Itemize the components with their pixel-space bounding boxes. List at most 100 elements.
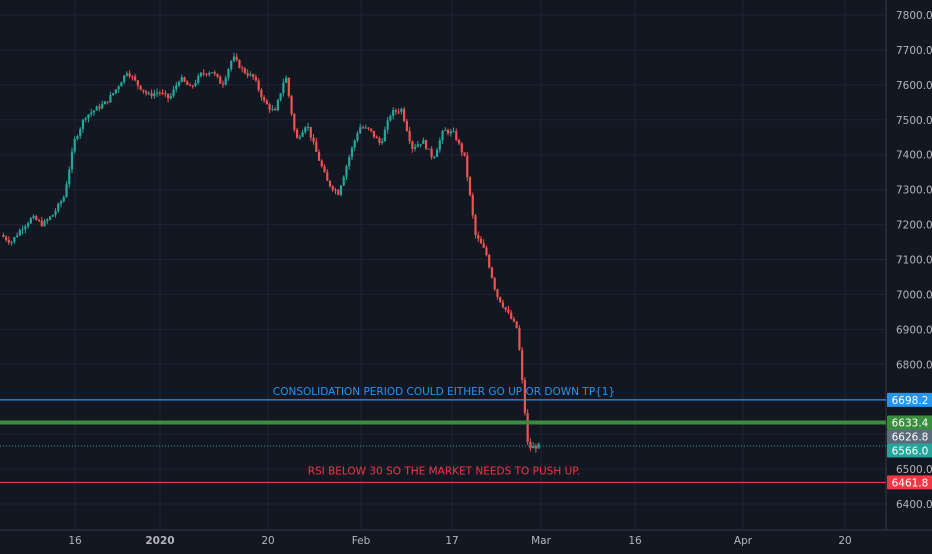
candle[interactable] <box>26 221 30 229</box>
candle[interactable] <box>356 130 359 143</box>
candle[interactable] <box>315 137 318 153</box>
candle[interactable] <box>323 163 326 173</box>
candle[interactable] <box>166 93 170 103</box>
candle[interactable] <box>177 80 181 88</box>
candle[interactable] <box>392 107 395 120</box>
candle[interactable] <box>136 79 139 90</box>
candle[interactable] <box>112 92 115 97</box>
candle[interactable] <box>254 74 258 82</box>
candle[interactable] <box>444 127 447 132</box>
candle[interactable] <box>446 128 450 136</box>
candle[interactable] <box>274 107 277 111</box>
candle[interactable] <box>331 185 334 192</box>
candle[interactable] <box>334 187 337 195</box>
candle[interactable] <box>284 75 288 83</box>
candle[interactable] <box>348 154 351 170</box>
candle[interactable] <box>279 93 282 102</box>
candle[interactable] <box>199 72 203 78</box>
candle[interactable] <box>342 175 345 187</box>
candle[interactable] <box>210 72 214 74</box>
candle[interactable] <box>512 316 516 323</box>
candle[interactable] <box>98 103 101 112</box>
candle[interactable] <box>76 134 79 141</box>
candle[interactable] <box>386 116 389 134</box>
candle[interactable] <box>532 441 535 449</box>
candle[interactable] <box>271 105 274 112</box>
candle[interactable] <box>70 147 74 174</box>
candle[interactable] <box>73 136 76 154</box>
candle[interactable] <box>526 409 529 446</box>
candle[interactable] <box>59 199 63 208</box>
candle[interactable] <box>383 126 387 142</box>
candles[interactable] <box>2 52 540 453</box>
candle[interactable] <box>35 214 38 221</box>
candle[interactable] <box>424 139 428 151</box>
candle[interactable] <box>7 236 10 246</box>
candle[interactable] <box>298 134 301 141</box>
candle[interactable] <box>477 231 480 242</box>
candle[interactable] <box>125 71 128 78</box>
candle[interactable] <box>295 127 299 139</box>
candle[interactable] <box>87 113 90 123</box>
candle[interactable] <box>5 235 8 243</box>
candle[interactable] <box>375 135 378 139</box>
candle[interactable] <box>466 151 469 182</box>
candle[interactable] <box>186 80 189 86</box>
candle[interactable] <box>301 129 304 138</box>
candle[interactable] <box>257 78 260 93</box>
candle[interactable] <box>430 146 433 160</box>
candle[interactable] <box>21 225 24 235</box>
candle[interactable] <box>515 321 518 329</box>
candle[interactable] <box>433 155 436 159</box>
candle[interactable] <box>457 138 461 146</box>
candle[interactable] <box>62 195 65 203</box>
candle[interactable] <box>13 236 16 244</box>
candle[interactable] <box>68 166 71 188</box>
candle[interactable] <box>241 65 244 73</box>
candle[interactable] <box>238 59 241 69</box>
candle[interactable] <box>232 52 236 63</box>
candle[interactable] <box>145 89 148 96</box>
candle[interactable] <box>534 443 537 453</box>
candle[interactable] <box>449 128 452 137</box>
candle[interactable] <box>150 89 153 99</box>
candle[interactable] <box>403 107 406 123</box>
candle[interactable] <box>328 180 332 188</box>
candle[interactable] <box>172 86 175 98</box>
candle[interactable] <box>293 113 296 133</box>
horizontal-levels[interactable] <box>0 399 886 484</box>
candle[interactable] <box>46 217 49 225</box>
candle[interactable] <box>15 232 19 238</box>
candle[interactable] <box>263 95 266 103</box>
candle[interactable] <box>394 108 397 115</box>
candle[interactable] <box>339 184 343 197</box>
candle[interactable] <box>32 214 35 220</box>
candle[interactable] <box>213 70 216 77</box>
candle[interactable] <box>169 93 172 100</box>
candle[interactable] <box>260 88 263 101</box>
candle[interactable] <box>411 140 414 153</box>
candle[interactable] <box>48 216 52 221</box>
candle[interactable] <box>183 76 186 83</box>
candle[interactable] <box>427 148 430 150</box>
candle[interactable] <box>142 89 145 94</box>
candle[interactable] <box>304 126 307 135</box>
candle[interactable] <box>350 146 354 161</box>
candle[interactable] <box>320 159 323 168</box>
candle[interactable] <box>120 81 123 87</box>
candle[interactable] <box>109 91 112 103</box>
candle[interactable] <box>361 125 365 129</box>
candle[interactable] <box>252 73 255 80</box>
candle[interactable] <box>463 152 466 157</box>
candle[interactable] <box>452 127 455 133</box>
candle[interactable] <box>29 217 32 224</box>
candle[interactable] <box>131 75 134 81</box>
candle[interactable] <box>488 253 491 269</box>
candle[interactable] <box>276 98 279 112</box>
candle[interactable] <box>496 288 499 300</box>
candle[interactable] <box>243 66 247 75</box>
candle[interactable] <box>504 306 507 313</box>
candle[interactable] <box>479 236 483 244</box>
candle[interactable] <box>507 305 510 315</box>
candle[interactable] <box>57 202 60 213</box>
